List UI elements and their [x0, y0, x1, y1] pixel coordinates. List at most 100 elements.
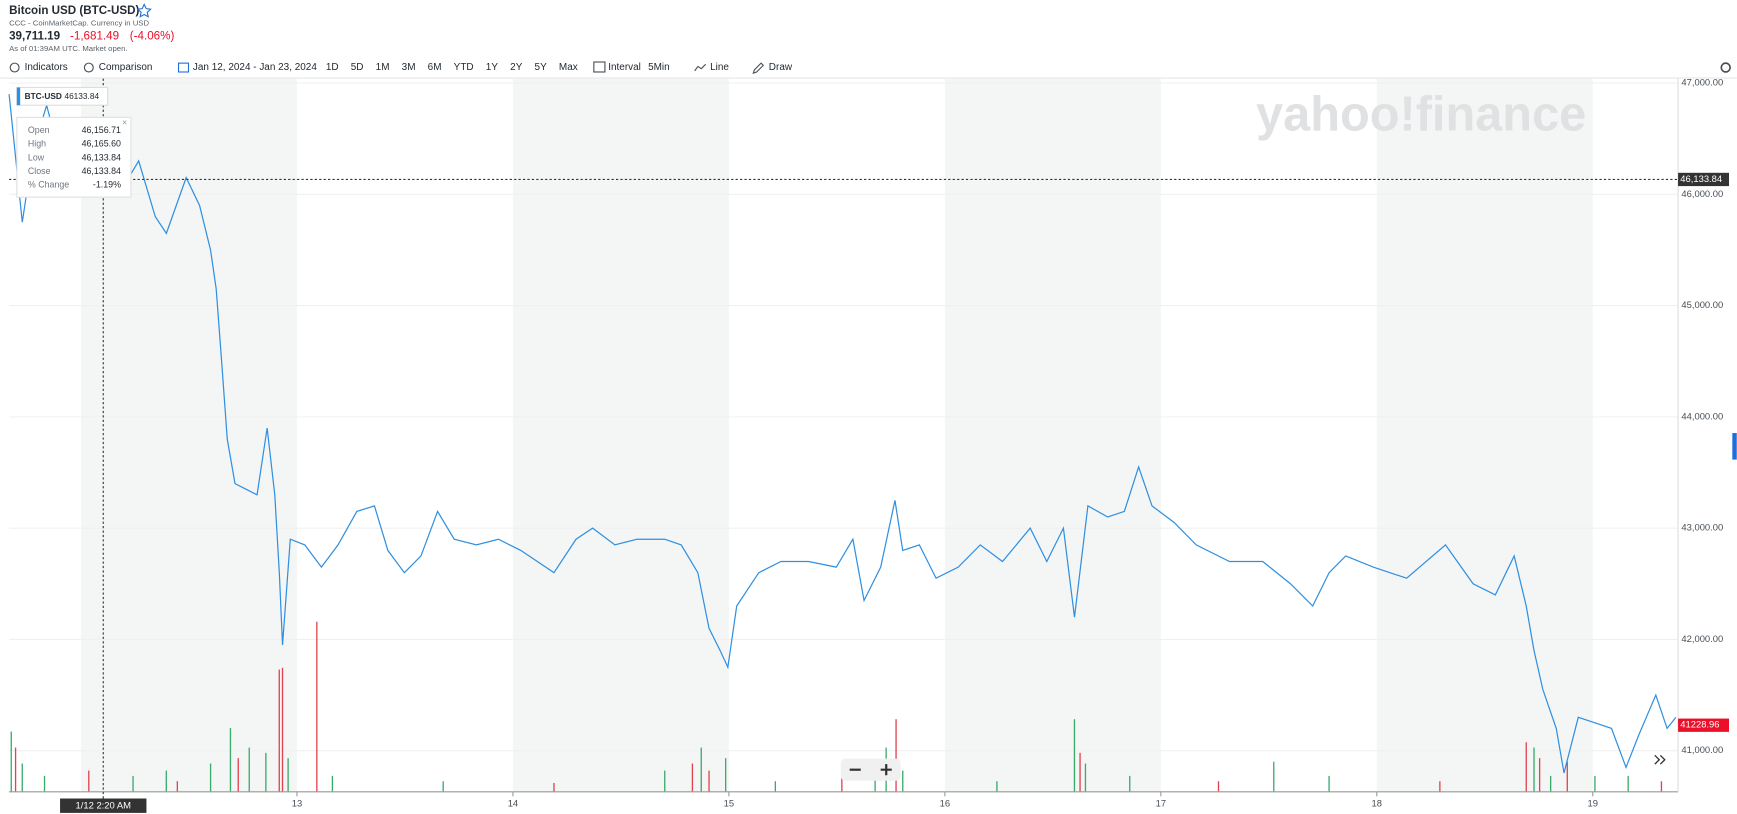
volume-bar — [21, 763, 23, 792]
icon — [694, 63, 707, 72]
range-button[interactable]: YTD — [454, 62, 474, 73]
tooltip-value: 46,156.71 — [82, 125, 121, 135]
crosshair-y-box — [1678, 172, 1730, 187]
volume-bar — [248, 747, 250, 792]
tooltip-symbol: BTC-USD — [25, 91, 62, 101]
tooltip-value: 46,133.84 — [82, 152, 121, 162]
x-tick-label: 18 — [1372, 798, 1382, 809]
volume-bar — [708, 770, 710, 792]
range-button[interactable]: 5D — [351, 62, 364, 73]
icon — [9, 62, 20, 73]
x-tick-label: 15 — [724, 798, 734, 809]
day-shade — [512, 78, 729, 792]
volume-bar — [1549, 775, 1552, 792]
crosshair-x-box — [60, 798, 147, 813]
volume-bar — [10, 731, 12, 792]
volume-bar — [165, 770, 167, 792]
volume-bar — [691, 763, 694, 792]
last-price-label: 41228.96 — [1680, 719, 1719, 730]
settings-button[interactable] — [1720, 62, 1731, 73]
range-button[interactable]: 1M — [376, 62, 390, 73]
scroll-right[interactable] — [1654, 754, 1666, 765]
quote-change: -1,681.49 — [70, 30, 119, 43]
volume-bar — [278, 669, 280, 792]
range-button[interactable]: 5Y — [535, 62, 548, 73]
icon — [593, 61, 606, 73]
crosshair-x-label: 1/12 2:20 AM — [76, 800, 132, 811]
x-tick-label: 16 — [940, 798, 950, 809]
y-tick-label: 47,000.00 — [1681, 77, 1723, 88]
range-button[interactable]: 2Y — [510, 62, 523, 73]
draw-button[interactable]: Draw — [769, 62, 793, 73]
range-button[interactable]: Max — [559, 62, 578, 73]
range-button[interactable]: 1Y — [486, 62, 499, 73]
x-tick-label: 19 — [1588, 798, 1598, 809]
day-shade — [1376, 78, 1593, 792]
x-tick-label: 13 — [292, 798, 302, 809]
crosshair-y-label: 46,133.84 — [1680, 173, 1722, 184]
tooltip-key: High — [28, 139, 46, 149]
volume-bar — [1439, 781, 1441, 792]
volume-bar — [14, 747, 17, 792]
quote-timestamp: As of 01:39AM UTC. Market open. — [9, 44, 127, 53]
volume-bar — [316, 621, 318, 792]
volume-bar — [281, 667, 284, 792]
volume-bar — [265, 752, 267, 792]
volume-bar — [1079, 752, 1081, 792]
range-button[interactable]: 1D — [326, 62, 339, 73]
y-tick-label: 41,000.00 — [1681, 744, 1723, 755]
quote-change-pct: (-4.06%) — [130, 30, 175, 43]
volume-bar — [902, 770, 904, 792]
volume-bar — [1594, 775, 1596, 792]
icon — [177, 62, 190, 73]
volume-bar — [1533, 747, 1535, 792]
tooltip-value: 46,165.60 — [82, 139, 121, 149]
volume-bar — [1273, 761, 1275, 792]
indicators-button[interactable]: Indicators — [25, 62, 68, 73]
volume-bar — [774, 781, 777, 792]
chart-style-button[interactable]: Line — [710, 62, 729, 73]
y-tick-label: 43,000.00 — [1681, 522, 1723, 533]
volume-bar — [209, 763, 212, 792]
y-tick-label: 42,000.00 — [1681, 633, 1723, 644]
volume-bar — [1328, 775, 1330, 792]
tooltip-close[interactable]: × — [122, 117, 127, 127]
volume-bar — [176, 781, 178, 792]
tooltip-key: % Change — [28, 180, 69, 190]
quote-source: CCC - CoinMarketCap. Currency in USD — [9, 18, 149, 27]
tooltip-symbol-bar — [16, 87, 21, 106]
y-tick-label: 46,000.00 — [1681, 188, 1723, 199]
tooltip-symbol-value: 46133.84 — [64, 91, 99, 101]
volume-bar — [725, 758, 727, 792]
interval-label: Interval — [608, 62, 641, 73]
volume-bar — [895, 719, 897, 792]
date-range[interactable]: Jan 12, 2024 - Jan 23, 2024 — [193, 62, 317, 73]
price-line — [8, 94, 1677, 774]
zoom-in[interactable] — [880, 764, 892, 776]
x-tick-label: 17 — [1156, 798, 1166, 809]
range-button[interactable]: 6M — [428, 62, 442, 73]
range-button[interactable]: 3M — [402, 62, 416, 73]
volume-bar — [287, 758, 289, 792]
comparison-button[interactable]: Comparison — [99, 62, 153, 73]
day-shade — [944, 78, 1161, 792]
volume-bar — [996, 781, 998, 792]
icon — [83, 62, 94, 73]
chart: yahoo!finance 41,000.00 42,000.00 43,000.00… — [8, 77, 1730, 813]
volume-bar — [1566, 761, 1568, 792]
tooltip-key: Close — [28, 166, 51, 176]
watermark: yahoo!finance — [1256, 87, 1586, 141]
side-tab[interactable] — [1732, 433, 1737, 460]
volume-bar — [1073, 719, 1076, 792]
volume-bar — [237, 758, 239, 792]
volume-bar — [1084, 763, 1087, 792]
volume-bar — [1538, 758, 1541, 792]
tooltip-key: Open — [28, 125, 50, 135]
volume-bar — [1627, 775, 1629, 792]
interval-button[interactable]: 5Min — [648, 62, 670, 73]
volume-bar — [841, 777, 843, 792]
last-price-box — [1678, 718, 1730, 732]
volume-bar — [229, 728, 232, 792]
watchlist-star[interactable] — [136, 3, 152, 18]
volume-bar — [442, 781, 444, 792]
